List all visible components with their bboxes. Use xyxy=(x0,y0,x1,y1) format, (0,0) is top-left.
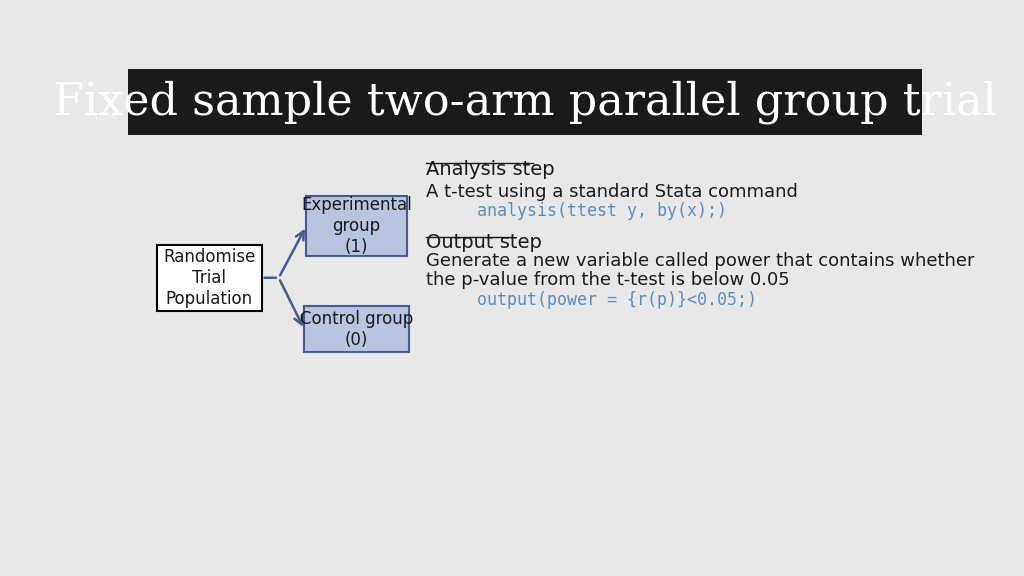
FancyBboxPatch shape xyxy=(157,245,262,310)
Text: Output step: Output step xyxy=(426,233,543,252)
FancyBboxPatch shape xyxy=(306,196,407,256)
Text: the p-value from the t-test is below 0.05: the p-value from the t-test is below 0.0… xyxy=(426,271,791,289)
Bar xyxy=(128,69,922,135)
Text: output(power = {r(p)}<0.05;): output(power = {r(p)}<0.05;) xyxy=(477,291,757,309)
Text: Fixed sample two-arm parallel group trial: Fixed sample two-arm parallel group tria… xyxy=(53,80,996,124)
Text: Control group
(0): Control group (0) xyxy=(300,310,414,349)
Text: Generate a new variable called power that contains whether: Generate a new variable called power tha… xyxy=(426,252,975,270)
FancyBboxPatch shape xyxy=(304,306,409,353)
Text: Analysis step: Analysis step xyxy=(426,160,555,179)
Text: A t-test using a standard Stata command: A t-test using a standard Stata command xyxy=(426,183,799,201)
Text: analysis(ttest y, by(x);): analysis(ttest y, by(x);) xyxy=(477,202,727,221)
Text: Randomise
Trial
Population: Randomise Trial Population xyxy=(163,248,256,308)
Text: Experimental
group
(1): Experimental group (1) xyxy=(301,196,412,256)
